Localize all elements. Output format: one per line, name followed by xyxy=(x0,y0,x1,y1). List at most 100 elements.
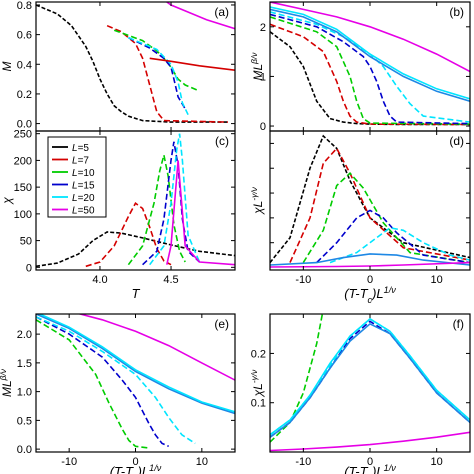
y-axis-label: χL-γ/ν xyxy=(249,369,265,398)
series-line-l-5 xyxy=(270,134,470,264)
panel-b: 0 1 2 (b) MLβ/ν xyxy=(249,1,471,133)
y-tick-label: 1.0 xyxy=(17,387,32,399)
series-line-l-10 xyxy=(127,154,186,266)
series-line-l-15 xyxy=(270,320,470,438)
series-line-unnamed-4 xyxy=(37,314,235,413)
series-line-l-5 xyxy=(36,4,228,123)
series-line-l-20 xyxy=(149,133,201,266)
series-line-unnamed-3 xyxy=(270,322,470,438)
x-tick-label: -10 xyxy=(295,274,311,286)
panel-d: -10 0 10 (d) χL-γ/ν (T-Tc)L1/ν xyxy=(249,130,471,305)
y-tick-label: 0.8 xyxy=(17,0,32,12)
y-axis-label: MLβ/ν xyxy=(249,52,265,81)
y-tick-label: 100 xyxy=(14,209,32,221)
y-tick-label: 0.0 xyxy=(17,444,32,456)
ticks xyxy=(36,131,235,270)
y-tick-label: 0.0 xyxy=(17,119,32,131)
x-tick-label: -10 xyxy=(61,456,77,468)
y-tick-label: 150 xyxy=(14,182,32,194)
x-tick-label: 4.0 xyxy=(92,274,107,286)
y-tick-label: 0.2 xyxy=(17,89,32,101)
series-line-unnamed-4 xyxy=(270,317,470,436)
series-line-l-50 xyxy=(166,160,235,266)
series-line-l-5 xyxy=(270,31,470,126)
series-line-unnamed-3 xyxy=(36,314,235,415)
series-line-l-20 xyxy=(36,316,196,445)
series-group xyxy=(270,134,470,268)
legend-entry: L=7 xyxy=(72,156,89,167)
y-tick-label: 250 xyxy=(14,129,32,141)
series-line-l-20 xyxy=(270,11,470,123)
series-line-l-7 xyxy=(289,147,470,263)
y-tick-label: 2 xyxy=(260,22,266,34)
axes-frame xyxy=(269,313,471,453)
panel-label: (a) xyxy=(214,5,229,19)
x-tick-label: 10 xyxy=(431,456,443,468)
y-axis-label: MLβ/ν xyxy=(0,368,14,397)
y-tick-label: 0.2 xyxy=(251,348,266,360)
series-line-l-20 xyxy=(329,226,470,264)
axes-frame xyxy=(35,130,236,271)
y-tick-label: 2.0 xyxy=(17,329,32,341)
series-line-l-50 xyxy=(77,314,235,381)
series-line-l-50 xyxy=(166,2,235,30)
series-line-l-50 xyxy=(270,2,470,73)
x-tick-label: 0 xyxy=(367,274,373,286)
x-tick-label: -10 xyxy=(295,456,311,468)
panel-a: 0.0 0.2 0.4 0.6 0.8 (a) M xyxy=(0,0,236,132)
panel-label: (b) xyxy=(449,5,464,19)
y-tick-label: 0 xyxy=(26,262,32,274)
series-line-l-15 xyxy=(36,316,170,448)
y-tick-label: 50 xyxy=(20,236,32,248)
panel-c: 0 50 100 150 200 250 4.0 4.5 (c) χ T L=5 L=7L=10 L=15… xyxy=(0,129,236,301)
series-line-l-10 xyxy=(270,16,470,125)
legend-entry: L=5 xyxy=(72,143,89,154)
y-tick-label: 0.6 xyxy=(17,30,32,42)
axes-frame xyxy=(269,1,471,132)
panel-label: (f) xyxy=(453,317,464,331)
y-axis-label: M xyxy=(0,62,14,72)
ticks xyxy=(36,314,235,452)
ticks xyxy=(270,131,470,270)
series-line-l-10 xyxy=(113,29,200,92)
panel-label: (d) xyxy=(449,134,464,148)
series-group xyxy=(270,314,470,452)
y-axis-label: χ xyxy=(0,197,14,205)
axes-frame xyxy=(35,313,236,453)
y-tick-label: 0.4 xyxy=(17,59,32,71)
y-tick-label: 1.5 xyxy=(17,358,32,370)
series-line-l-5 xyxy=(36,231,235,268)
series-line-unnamed-6 xyxy=(149,57,235,71)
legend-entry: L=50 xyxy=(72,206,95,217)
series-line-l-50 xyxy=(270,431,470,452)
series-line-l-10 xyxy=(36,319,149,449)
series-line-l-10 xyxy=(302,172,470,264)
series-line-l-15 xyxy=(128,36,186,110)
legend-entry: L=15 xyxy=(72,181,95,192)
x-axis-label: T xyxy=(132,286,141,301)
ticks xyxy=(36,2,235,131)
series-line-unnamed-5 xyxy=(270,8,470,102)
panel-label: (e) xyxy=(214,317,229,331)
series-line-l-15 xyxy=(316,209,470,264)
y-tick-label: 1 xyxy=(260,71,266,83)
x-axis-label: (T-Tc)L1/ν xyxy=(344,285,396,305)
series-line-unnamed-5 xyxy=(270,253,470,266)
x-tick-label: 0 xyxy=(367,456,373,468)
series-line-l-7 xyxy=(106,24,228,123)
y-tick-label: 200 xyxy=(14,155,32,167)
series-line-unnamed-6 xyxy=(270,6,470,100)
legend-entry: L=20 xyxy=(72,193,95,204)
x-tick-label: 4.5 xyxy=(163,274,178,286)
series-line-l-10 xyxy=(270,314,324,443)
ticks xyxy=(270,2,470,131)
x-tick-label: 10 xyxy=(431,274,443,286)
series-group xyxy=(36,314,235,449)
series-line-l-7 xyxy=(270,23,470,126)
series-group xyxy=(36,133,235,268)
legend: L=5 L=7L=10 L=15L=20 L=50 xyxy=(47,136,107,218)
y-tick-label: 0.5 xyxy=(17,415,32,427)
